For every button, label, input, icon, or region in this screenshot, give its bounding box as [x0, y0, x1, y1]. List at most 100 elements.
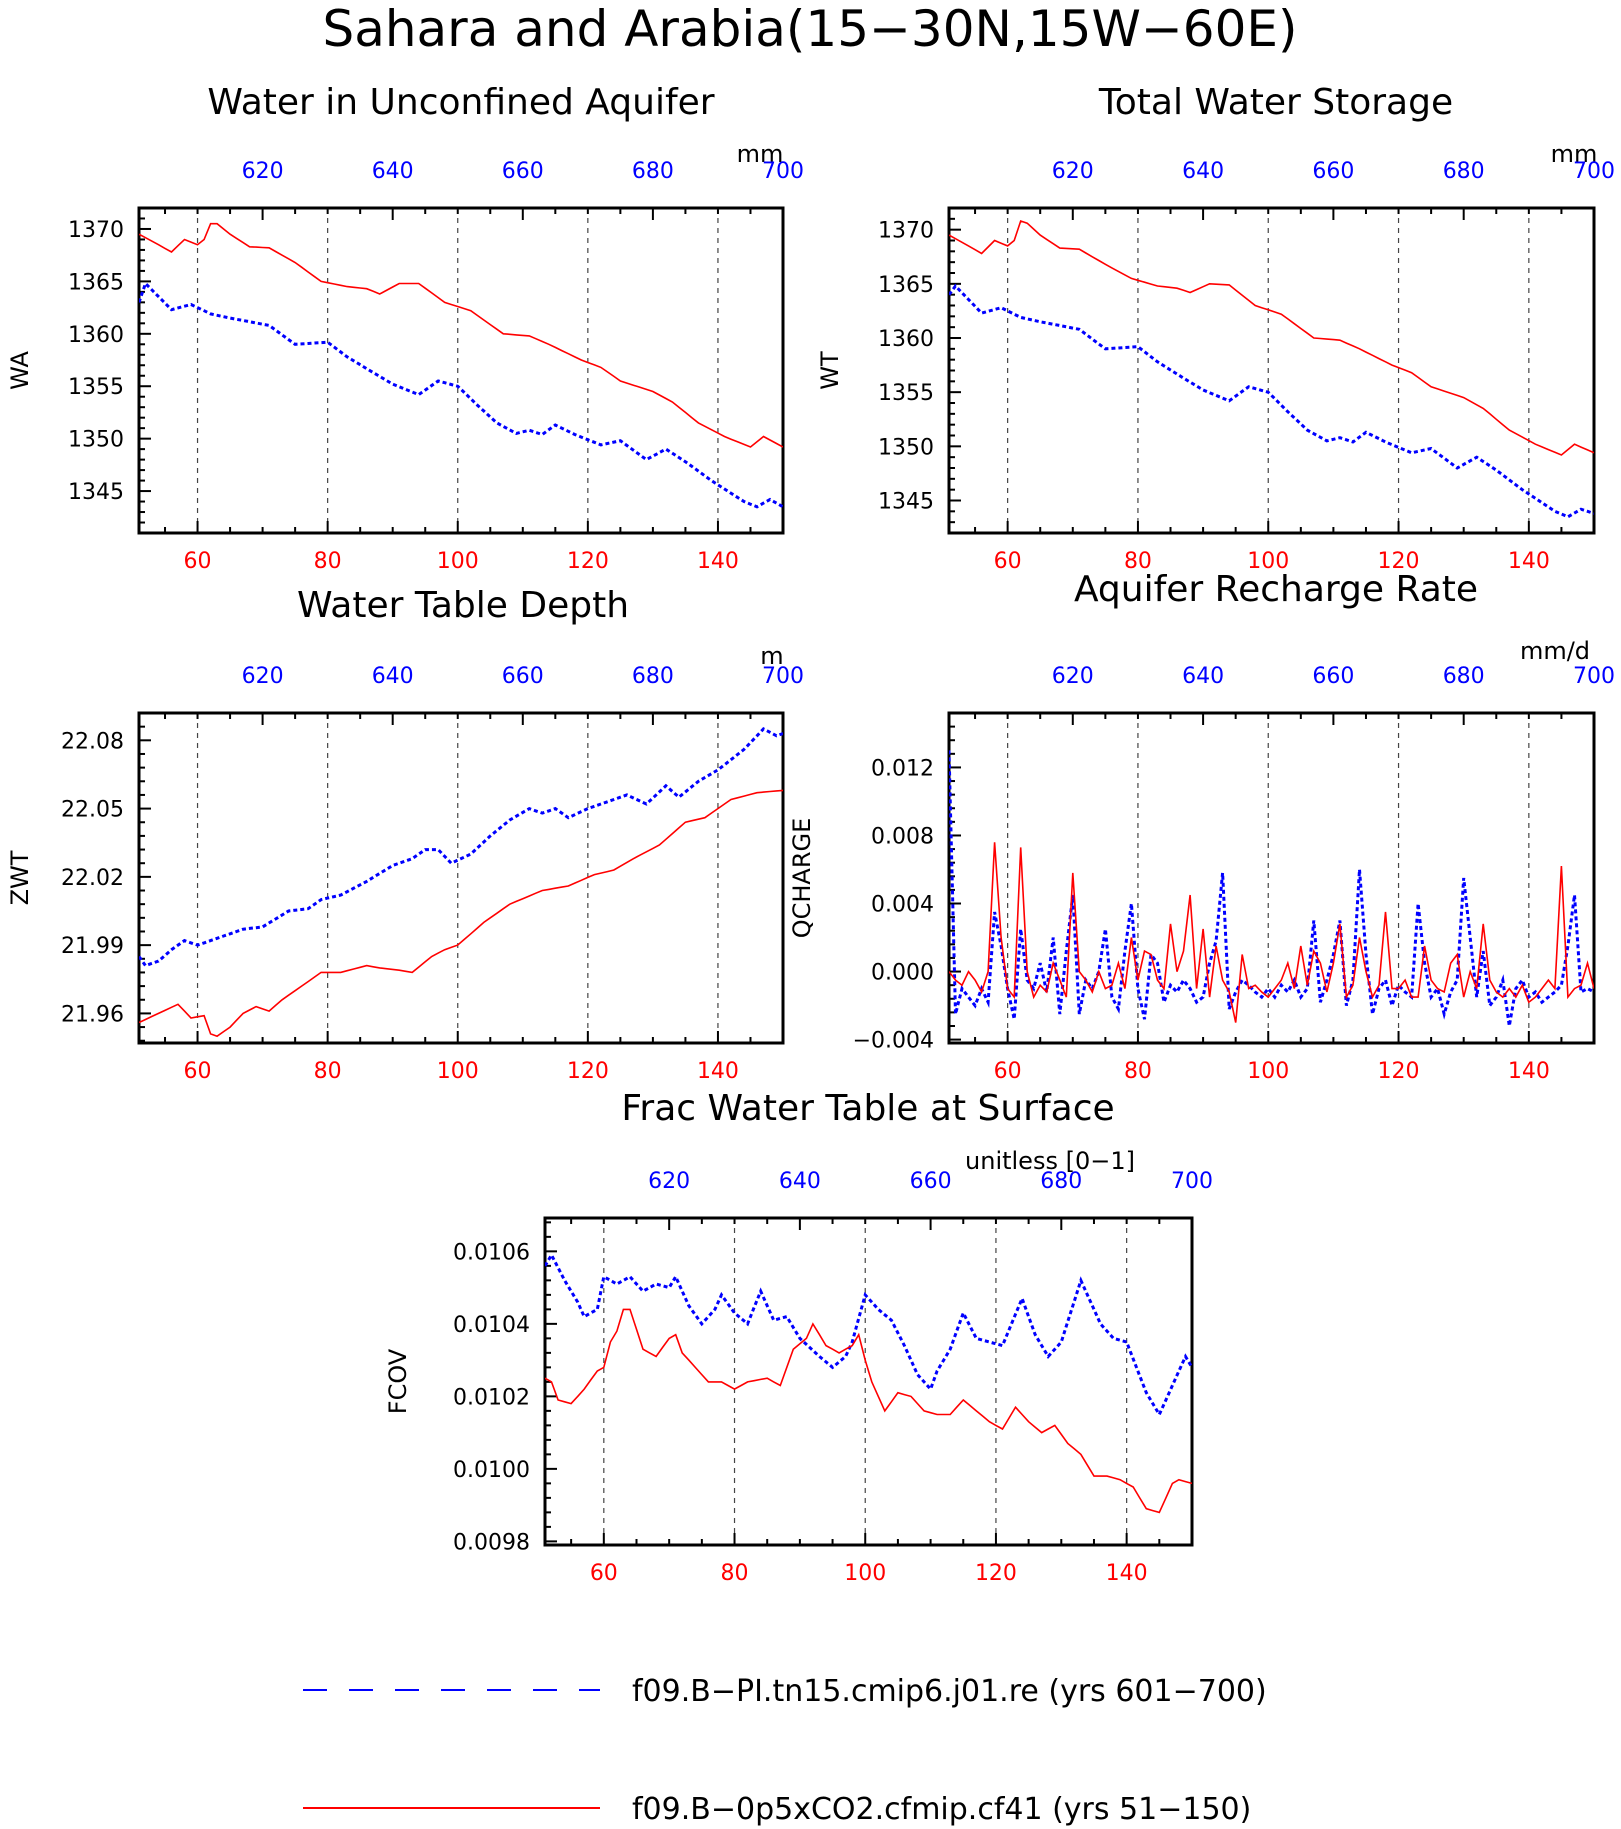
x-bottom-tick-label: 100 [437, 549, 479, 574]
series-line-co2 [545, 1308, 1192, 1514]
x-top-tick-label: 640 [372, 664, 414, 689]
x-top-tick-label: 680 [1443, 664, 1485, 689]
units-label: m [760, 642, 783, 670]
plot-frame [137, 206, 785, 535]
x-top-tick-label: 700 [1171, 1169, 1213, 1194]
y-tick-label: 22.05 [61, 798, 124, 823]
x-top-tick-label: 640 [372, 159, 414, 184]
x-top-tick-label: 620 [1052, 664, 1094, 689]
x-bottom-tick-label: 80 [1124, 549, 1152, 574]
plot-frame [947, 711, 1596, 1045]
panel-title: Total Water Storage [1098, 82, 1453, 123]
y-tick-label: 0.008 [871, 824, 934, 849]
units-label: mm [1551, 140, 1598, 168]
x-bottom-tick-label: 60 [994, 549, 1022, 574]
x-top-tick-label: 700 [762, 664, 804, 689]
y-axis-label: FCOV [384, 1348, 412, 1414]
series-line-co2 [949, 842, 1594, 1023]
series-line-co2 [139, 789, 783, 1038]
x-bottom-tick-label: 140 [697, 549, 739, 574]
x-top-tick-label: 700 [762, 159, 804, 184]
y-tick-label: 1350 [878, 435, 934, 460]
x-top-tick-label: 680 [1443, 159, 1485, 184]
panel-title: Frac Water Table at Surface [621, 1088, 1114, 1129]
y-tick-label: 22.02 [61, 866, 124, 891]
x-bottom-tick-label: 80 [314, 549, 342, 574]
panel-zwt: Water Table Depth m ZWT 60 80 100 120 140 620 640… [6, 585, 804, 1084]
y-tick-label: 0.0106 [453, 1240, 530, 1265]
y-tick-label: 1345 [68, 480, 124, 505]
x-bottom-tick-label: 120 [567, 1059, 609, 1084]
y-tick-label: 0.0098 [453, 1530, 530, 1555]
y-tick-label: 0.0102 [453, 1385, 530, 1410]
x-bottom-tick-label: 140 [697, 1059, 739, 1084]
y-tick-label: 21.96 [61, 1002, 124, 1027]
series-line-pi [139, 727, 783, 968]
x-top-tick-label: 660 [1312, 159, 1354, 184]
x-bottom-tick-label: 80 [721, 1561, 749, 1586]
units-label: unitless [0−1] [965, 1147, 1135, 1175]
x-bottom-tick-label: 60 [590, 1561, 618, 1586]
y-tick-label: 1360 [68, 323, 124, 348]
y-tick-label: 1345 [878, 490, 934, 515]
y-tick-label: 1370 [878, 219, 934, 244]
y-tick-label: 1365 [68, 270, 124, 295]
x-top-tick-label: 640 [1182, 664, 1224, 689]
x-bottom-tick-label: 120 [1378, 549, 1420, 574]
x-top-tick-label: 700 [1573, 664, 1615, 689]
panel-title: Water in Unconfined Aquifer [207, 82, 714, 123]
series-line-pi [139, 280, 783, 509]
x-bottom-tick-label: 140 [1106, 1561, 1148, 1586]
x-bottom-tick-label: 60 [994, 1059, 1022, 1084]
panel-wt: Total Water Storage mm WT 60 80 100 120 140 620 6… [816, 82, 1615, 574]
y-tick-label: 1355 [878, 381, 934, 406]
x-bottom-tick-label: 60 [184, 1059, 212, 1084]
x-bottom-tick-label: 140 [1508, 1059, 1550, 1084]
x-top-tick-label: 620 [242, 159, 284, 184]
y-tick-label: 1360 [878, 327, 934, 352]
y-tick-label: 0.0104 [453, 1313, 530, 1338]
panel-title: Water Table Depth [297, 585, 629, 626]
units-label: mm/d [1520, 637, 1590, 665]
y-tick-label: 0.004 [871, 893, 934, 918]
y-tick-label: 1355 [68, 375, 124, 400]
x-top-tick-label: 660 [502, 664, 544, 689]
x-top-tick-label: 680 [632, 159, 674, 184]
panel-fcov: Frac Water Table at Surface unitless [0−1… [384, 1088, 1213, 1586]
x-bottom-tick-label: 100 [844, 1561, 886, 1586]
plot-frame [137, 711, 785, 1045]
series-line-co2 [949, 219, 1594, 456]
series-line-co2 [139, 222, 783, 448]
x-bottom-tick-label: 140 [1508, 549, 1550, 574]
y-axis-label: QCHARGE [788, 818, 816, 939]
y-tick-label: 1370 [68, 218, 124, 243]
y-axis-label: ZWT [6, 850, 34, 905]
x-bottom-tick-label: 120 [975, 1561, 1017, 1586]
chart-panels: Water in Unconfined Aquifer mm WA 60 80 100 12… [6, 82, 1615, 1586]
x-top-tick-label: 620 [1052, 159, 1094, 184]
y-tick-label: −0.004 [853, 1029, 934, 1054]
panel-wa: Water in Unconfined Aquifer mm WA 60 80 100 12… [6, 82, 804, 574]
y-axis-label: WT [816, 351, 844, 390]
series-line-pi [545, 1251, 1192, 1418]
series-line-pi [949, 283, 1594, 519]
x-top-tick-label: 660 [502, 159, 544, 184]
x-bottom-tick-label: 100 [437, 1059, 479, 1084]
panel-qcharge: Aquifer Recharge Rate mm/d QCHARGE 60 80 100 1… [788, 569, 1615, 1084]
x-bottom-tick-label: 100 [1247, 1059, 1289, 1084]
x-top-tick-label: 680 [1040, 1169, 1082, 1194]
x-bottom-tick-label: 80 [314, 1059, 342, 1084]
x-bottom-tick-label: 120 [567, 549, 609, 574]
x-top-tick-label: 620 [242, 664, 284, 689]
figure-title: Sahara and Arabia(15−30N,15W−60E) [322, 0, 1297, 58]
y-tick-label: 1350 [68, 428, 124, 453]
x-bottom-tick-label: 120 [1378, 1059, 1420, 1084]
panel-title: Aquifer Recharge Rate [1074, 569, 1478, 610]
x-top-tick-label: 620 [648, 1169, 690, 1194]
y-tick-label: 1365 [878, 273, 934, 298]
y-tick-label: 0.000 [871, 961, 934, 986]
units-label: mm [737, 140, 784, 168]
plot-frame [947, 206, 1596, 535]
x-top-tick-label: 660 [1312, 664, 1354, 689]
x-top-tick-label: 700 [1573, 159, 1615, 184]
